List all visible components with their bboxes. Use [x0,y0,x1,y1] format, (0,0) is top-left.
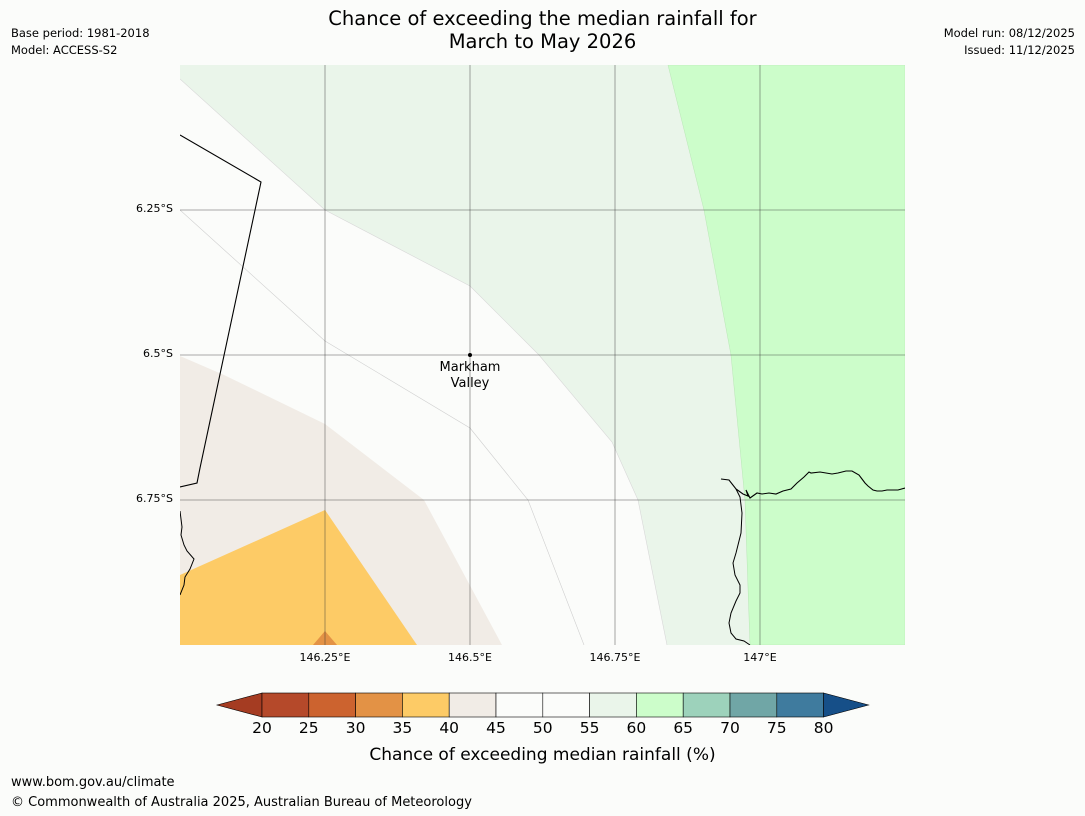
colorbar-segment [261,692,310,718]
colorbar-segment [402,692,450,718]
base-period-text: Base period: 1981-2018 [11,26,150,40]
issued-text: Issued: 11/12/2025 [964,43,1075,57]
colorbar-tick-label: 80 [813,719,834,737]
place-label: Markham Valley [439,360,501,391]
river-line [728,488,751,645]
latitude-label-6-75: 6.75°S [136,492,173,505]
colorbar-segment [589,692,637,718]
colorbar-tick-label: 30 [345,719,366,737]
coastline-west [180,510,195,596]
longitude-label-147: 147°E [743,651,777,664]
longitude-label-146-75: 146.75°E [589,651,641,664]
title-line-1: Chance of exceeding the median rainfall … [328,7,757,30]
colorbar-tick-label: 40 [439,719,460,737]
metadata-right: Model run: 08/12/2025 Issued: 11/12/2025 [944,25,1075,59]
colorbar-extend-high [823,692,870,718]
coastline-east [720,470,905,499]
colorbar-segment [636,692,684,718]
colorbar-segment [495,692,544,718]
map-title: Chance of exceeding the median rainfall … [0,7,1085,53]
colorbar-tick-label: 70 [720,719,740,737]
latitude-label-6-5: 6.5°S [143,347,173,360]
colorbar-segment [729,692,778,718]
colorbar-segment [542,692,590,718]
colorbar-tick-label: 20 [252,719,272,737]
model-text: Model: ACCESS-S2 [11,43,118,57]
colorbar-title: Chance of exceeding median rainfall (%) [369,745,716,765]
colorbar [215,692,870,718]
location-marker [468,353,472,357]
colorbar-tick-label: 55 [579,719,600,737]
longitude-label-146-5: 146.5°E [448,651,492,664]
metadata-left: Base period: 1981-2018 Model: ACCESS-S2 [11,25,150,59]
title-line-2: March to May 2026 [448,30,637,53]
longitude-label-146-25: 146.25°E [299,651,351,664]
model-run-text: Model run: 08/12/2025 [943,26,1075,40]
colorbar-tick-label: 50 [532,719,553,737]
colorbar-extend-low [215,692,263,718]
colorbar-segment [308,692,356,718]
latitude-label-6-25: 6.25°S [136,202,173,215]
colorbar-tick-label: 65 [673,719,694,737]
footer-url[interactable]: www.bom.gov.au/climate [11,775,175,790]
colorbar-tick-label: 75 [766,719,787,737]
colorbar-tick-label: 35 [392,719,413,737]
colorbar-segment [448,692,497,718]
colorbar-tick-label: 25 [298,719,319,737]
colorbar-tick-label: 45 [486,719,506,737]
colorbar-segment [682,692,731,718]
footer-copyright: © Commonwealth of Australia 2025, Austra… [11,795,472,810]
colorbar-segment [776,692,824,718]
colorbar-segment [355,692,403,718]
rainfall-map [180,65,905,645]
border-line [180,134,262,488]
region-35-40 [180,510,417,645]
colorbar-tick-label: 60 [626,719,647,737]
